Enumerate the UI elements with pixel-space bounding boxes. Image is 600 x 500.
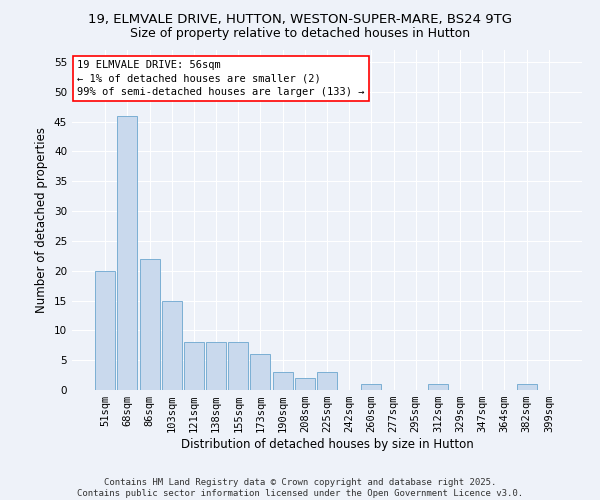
Bar xyxy=(250,354,271,390)
Bar xyxy=(184,342,204,390)
Text: 19 ELMVALE DRIVE: 56sqm
← 1% of detached houses are smaller (2)
99% of semi-deta: 19 ELMVALE DRIVE: 56sqm ← 1% of detached… xyxy=(77,60,365,96)
Bar xyxy=(228,342,248,390)
Y-axis label: Number of detached properties: Number of detached properties xyxy=(35,127,49,313)
Text: Contains HM Land Registry data © Crown copyright and database right 2025.
Contai: Contains HM Land Registry data © Crown c… xyxy=(77,478,523,498)
Bar xyxy=(317,372,337,390)
X-axis label: Distribution of detached houses by size in Hutton: Distribution of detached houses by size … xyxy=(181,438,473,451)
Bar xyxy=(517,384,536,390)
Text: 19, ELMVALE DRIVE, HUTTON, WESTON-SUPER-MARE, BS24 9TG: 19, ELMVALE DRIVE, HUTTON, WESTON-SUPER-… xyxy=(88,12,512,26)
Bar xyxy=(272,372,293,390)
Text: Size of property relative to detached houses in Hutton: Size of property relative to detached ho… xyxy=(130,28,470,40)
Bar xyxy=(118,116,137,390)
Bar xyxy=(140,259,160,390)
Bar xyxy=(361,384,382,390)
Bar xyxy=(162,300,182,390)
Bar xyxy=(428,384,448,390)
Bar xyxy=(295,378,315,390)
Bar xyxy=(95,270,115,390)
Bar xyxy=(206,342,226,390)
